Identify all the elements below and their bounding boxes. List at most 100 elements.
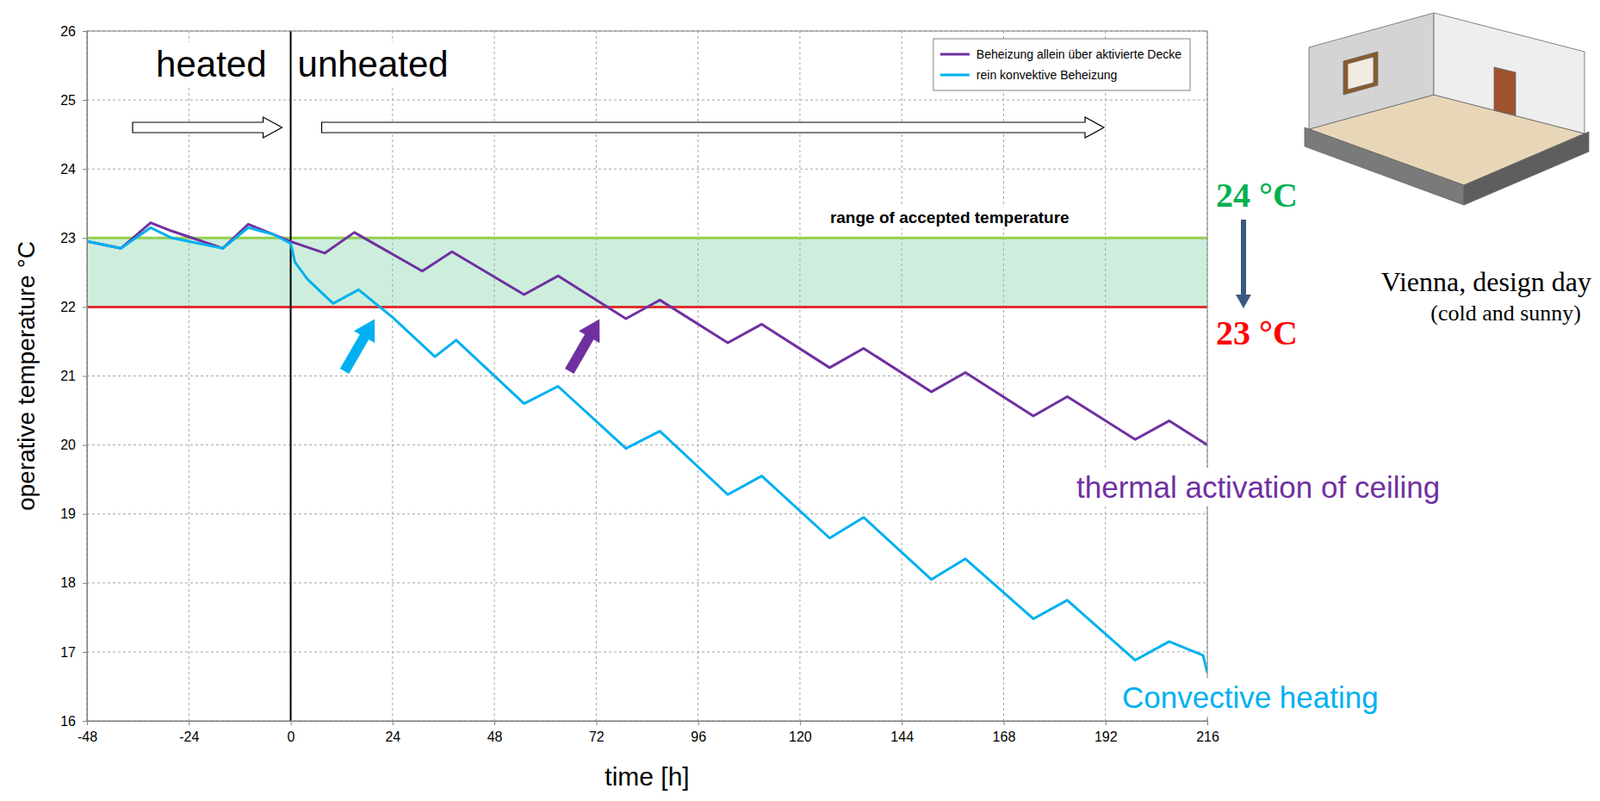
unheated-arrow: [322, 117, 1104, 138]
x-tick-mark: [188, 720, 190, 726]
x-tick: 48: [487, 720, 503, 745]
y-tick-label: 18: [60, 575, 76, 590]
x-tick: 0: [287, 720, 296, 745]
plot-frame: [86, 31, 1208, 721]
x-axis-title: time [h]: [604, 762, 689, 791]
annotations: heated unheated range of accepted temperat…: [155, 43, 1592, 714]
x-tick-mark: [1105, 720, 1107, 726]
y-tick: 16: [60, 713, 87, 729]
y-tick-label: 23: [60, 230, 76, 246]
x-tick-mark: [1207, 720, 1209, 726]
x-tick-mark: [698, 720, 700, 726]
plot-area: [86, 31, 1208, 721]
y-tick: 26: [60, 24, 87, 39]
x-tick-label: -48: [77, 729, 98, 745]
phase-label: unheated: [297, 43, 449, 85]
text-patch: [1214, 311, 1300, 354]
chart-svg: -48-240244872961201441681922161617181920…: [0, 0, 1600, 801]
x-tick-label: 0: [287, 729, 296, 745]
grid-line-y: [86, 651, 1208, 652]
y-tick: 24: [60, 161, 87, 177]
grid-line-y: [86, 513, 1208, 515]
y-tick: 18: [60, 575, 87, 590]
x-tick: 24: [384, 720, 401, 745]
x-tick: 120: [788, 720, 813, 745]
band-layer: [86, 237, 1208, 307]
crossing-arrow-shape: [558, 312, 610, 378]
y-tick-mark: [82, 582, 87, 584]
series-line: [86, 223, 1208, 446]
y-tick-mark: [82, 31, 87, 32]
y-tick-mark: [82, 720, 87, 722]
grid-line-y: [86, 444, 1208, 446]
y-tick: 22: [60, 299, 87, 315]
grid-line-y: [86, 375, 1208, 377]
x-tick: 72: [589, 720, 605, 745]
x-tick-mark: [595, 720, 597, 726]
x-tick-label: 144: [890, 729, 914, 745]
y-axis: 16 17 18 19 20 21 22 23 24 25 26: [60, 24, 87, 729]
y-tick-label: 21: [60, 368, 76, 384]
text-patch: [296, 42, 451, 87]
x-tick-label: 168: [992, 729, 1017, 745]
reference-line: [86, 236, 1208, 240]
y-tick-label: 24: [60, 161, 76, 177]
text-patch: [828, 206, 1072, 229]
y-tick-label: 20: [60, 437, 76, 453]
grid-line-x: [290, 31, 292, 721]
limit-label: 24 °C: [1215, 175, 1298, 215]
x-tick-label: 120: [788, 729, 813, 745]
room-wall-right: [1433, 12, 1585, 134]
band-label: range of accepted temperature: [830, 208, 1070, 227]
y-tick-mark: [82, 376, 87, 378]
x-tick: 216: [1196, 720, 1220, 745]
legend-swatch: [940, 74, 970, 77]
legend-box: [933, 38, 1191, 91]
y-tick-label: 22: [60, 299, 76, 315]
x-tick-mark: [1003, 720, 1005, 726]
y-tick: 17: [60, 644, 87, 660]
room-door: [1494, 67, 1516, 116]
y-tick-label: 19: [60, 506, 76, 521]
room-window: [1343, 51, 1378, 95]
grid-line-x: [188, 31, 190, 721]
legend-swatch: [940, 53, 970, 56]
limit-label: 23 °C: [1215, 313, 1298, 353]
y-tick-mark: [82, 306, 87, 308]
x-tick-mark: [800, 720, 801, 726]
y-tick-mark: [82, 651, 87, 653]
x-tick-mark: [901, 720, 903, 726]
x-tick: 168: [992, 720, 1017, 745]
accepted-range-band: [86, 237, 1208, 307]
text-patch: [1073, 467, 1443, 507]
text-patches: [154, 42, 1443, 717]
room-wall-front-left: [1304, 127, 1464, 205]
x-tick: 144: [890, 720, 914, 745]
y-tick-mark: [82, 99, 87, 101]
y-tick: 19: [60, 506, 87, 521]
y-axis-title: operative temperature °C: [12, 241, 40, 511]
x-tick: -48: [77, 720, 98, 745]
x-tick-label: 216: [1196, 729, 1220, 745]
x-tick-mark: [494, 720, 496, 726]
y-tick-mark: [82, 445, 87, 447]
x-axis: -48-24024487296120144168192216: [77, 720, 1220, 745]
crossing-arrow: [334, 312, 385, 378]
heated-arrow: [132, 117, 283, 138]
room-window-pane: [1347, 56, 1374, 90]
grid-line-x: [595, 31, 597, 721]
y-tick-mark: [82, 237, 87, 239]
grid-line-y: [86, 237, 1208, 239]
grid-line-y: [86, 582, 1208, 583]
x-tick-mark: [392, 720, 394, 726]
grid: [86, 31, 1208, 721]
text-patch: [1214, 173, 1300, 217]
limit-arrow: [1235, 219, 1252, 309]
phase-label: heated: [155, 43, 267, 85]
x-tick-mark: [291, 720, 292, 726]
y-tick-label: 25: [60, 93, 76, 108]
vertical-line: [290, 31, 292, 721]
crossing-arrow: [558, 312, 610, 378]
x-tick-label: 72: [589, 729, 605, 745]
grid-line-y: [86, 168, 1208, 170]
